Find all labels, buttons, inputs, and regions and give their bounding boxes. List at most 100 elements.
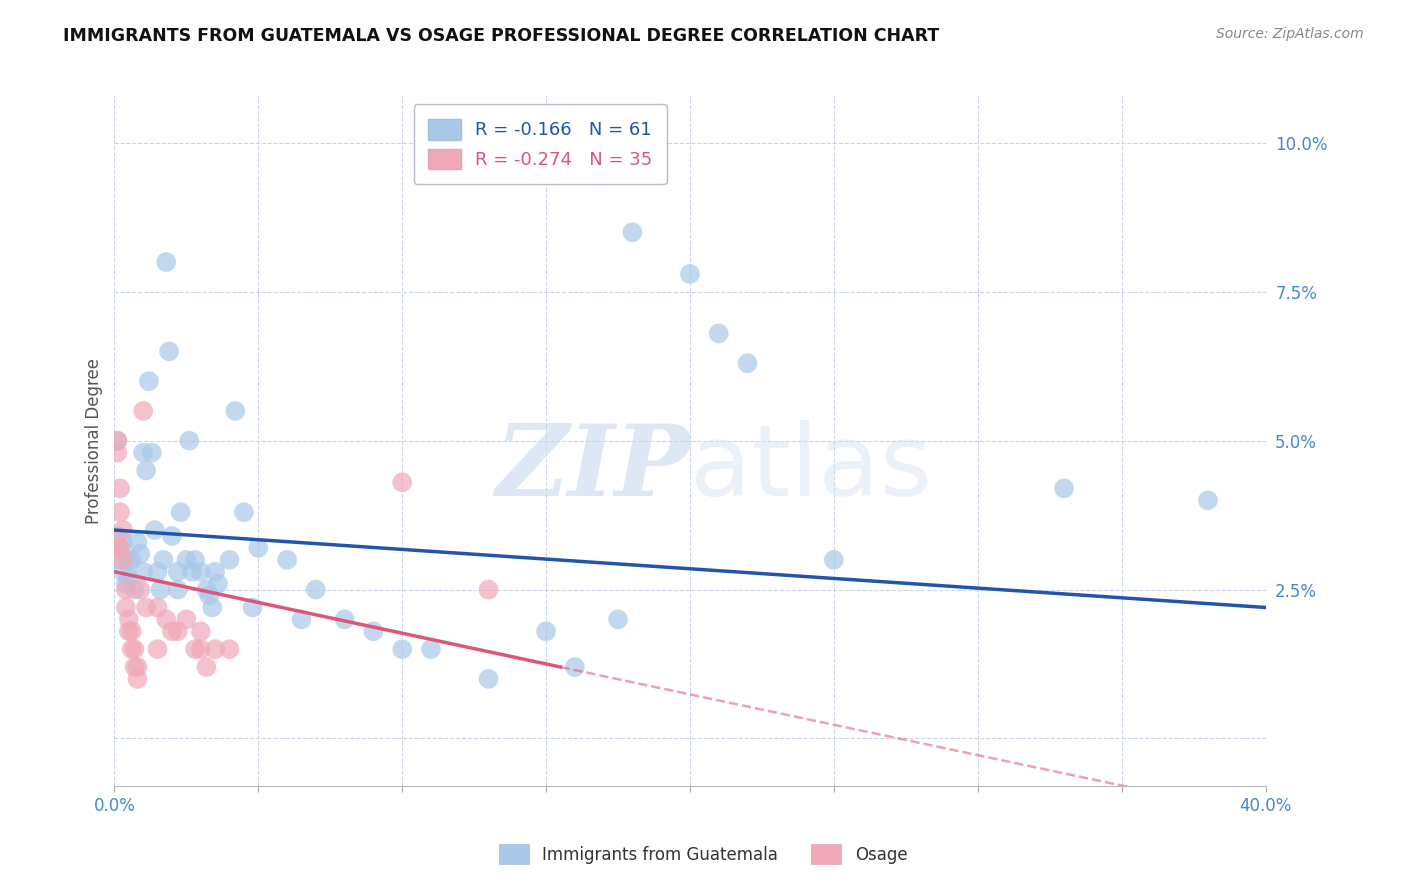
Point: [477, 672, 499, 686]
Point: [184, 553, 207, 567]
Point: [118, 612, 141, 626]
Point: [679, 267, 702, 281]
Point: [305, 582, 328, 597]
Point: [121, 642, 143, 657]
Point: [118, 571, 141, 585]
Point: [190, 624, 212, 639]
Point: [112, 565, 135, 579]
Point: [112, 523, 135, 537]
Point: [115, 582, 138, 597]
Point: [132, 565, 155, 579]
Point: [564, 660, 586, 674]
Point: [112, 553, 135, 567]
Point: [105, 541, 128, 555]
Text: IMMIGRANTS FROM GUATEMALA VS OSAGE PROFESSIONAL DEGREE CORRELATION CHART: IMMIGRANTS FROM GUATEMALA VS OSAGE PROFE…: [63, 27, 939, 45]
Point: [391, 642, 413, 657]
Point: [127, 672, 149, 686]
Point: [152, 553, 174, 567]
Point: [218, 553, 240, 567]
Point: [157, 344, 180, 359]
Point: [333, 612, 356, 626]
Point: [141, 445, 163, 459]
Point: [1197, 493, 1219, 508]
Text: atlas: atlas: [690, 420, 932, 516]
Point: [127, 535, 149, 549]
Point: [135, 600, 157, 615]
Point: [155, 612, 177, 626]
Point: [129, 547, 152, 561]
Point: [108, 541, 131, 555]
Point: [242, 600, 264, 615]
Point: [124, 642, 146, 657]
Point: [121, 624, 143, 639]
Point: [105, 434, 128, 448]
Point: [621, 225, 644, 239]
Point: [176, 553, 198, 567]
Point: [190, 565, 212, 579]
Point: [176, 612, 198, 626]
Point: [232, 505, 254, 519]
Point: [108, 541, 131, 555]
Point: [179, 434, 201, 448]
Point: [184, 642, 207, 657]
Point: [115, 600, 138, 615]
Point: [166, 565, 188, 579]
Legend: R = -0.166   N = 61, R = -0.274   N = 35: R = -0.166 N = 61, R = -0.274 N = 35: [413, 104, 666, 184]
Point: [105, 529, 128, 543]
Point: [108, 505, 131, 519]
Point: [108, 553, 131, 567]
Y-axis label: Professional Degree: Professional Degree: [86, 358, 103, 524]
Point: [112, 535, 135, 549]
Point: [132, 445, 155, 459]
Point: [169, 505, 191, 519]
Text: ZIP: ZIP: [495, 420, 690, 516]
Point: [129, 582, 152, 597]
Point: [276, 553, 298, 567]
Point: [105, 445, 128, 459]
Point: [204, 565, 226, 579]
Point: [201, 600, 224, 615]
Point: [1053, 481, 1076, 495]
Point: [138, 374, 160, 388]
Point: [146, 600, 169, 615]
Point: [132, 404, 155, 418]
Point: [607, 612, 630, 626]
Point: [534, 624, 557, 639]
Point: [135, 463, 157, 477]
Point: [118, 553, 141, 567]
Point: [247, 541, 270, 555]
Point: [166, 624, 188, 639]
Point: [115, 576, 138, 591]
Point: [121, 553, 143, 567]
Point: [224, 404, 246, 418]
Point: [149, 582, 172, 597]
Point: [195, 582, 218, 597]
Point: [143, 523, 166, 537]
Point: [105, 434, 128, 448]
Point: [146, 642, 169, 657]
Point: [166, 582, 188, 597]
Point: [420, 642, 443, 657]
Point: [124, 582, 146, 597]
Point: [160, 529, 183, 543]
Point: [204, 642, 226, 657]
Point: [737, 356, 759, 370]
Point: [118, 624, 141, 639]
Point: [198, 589, 221, 603]
Point: [218, 642, 240, 657]
Point: [190, 642, 212, 657]
Legend: Immigrants from Guatemala, Osage: Immigrants from Guatemala, Osage: [492, 838, 914, 871]
Point: [207, 576, 229, 591]
Point: [391, 475, 413, 490]
Point: [160, 624, 183, 639]
Point: [146, 565, 169, 579]
Point: [363, 624, 385, 639]
Point: [290, 612, 312, 626]
Point: [181, 565, 204, 579]
Text: Source: ZipAtlas.com: Source: ZipAtlas.com: [1216, 27, 1364, 41]
Point: [823, 553, 845, 567]
Point: [195, 660, 218, 674]
Point: [127, 660, 149, 674]
Point: [707, 326, 730, 341]
Point: [477, 582, 499, 597]
